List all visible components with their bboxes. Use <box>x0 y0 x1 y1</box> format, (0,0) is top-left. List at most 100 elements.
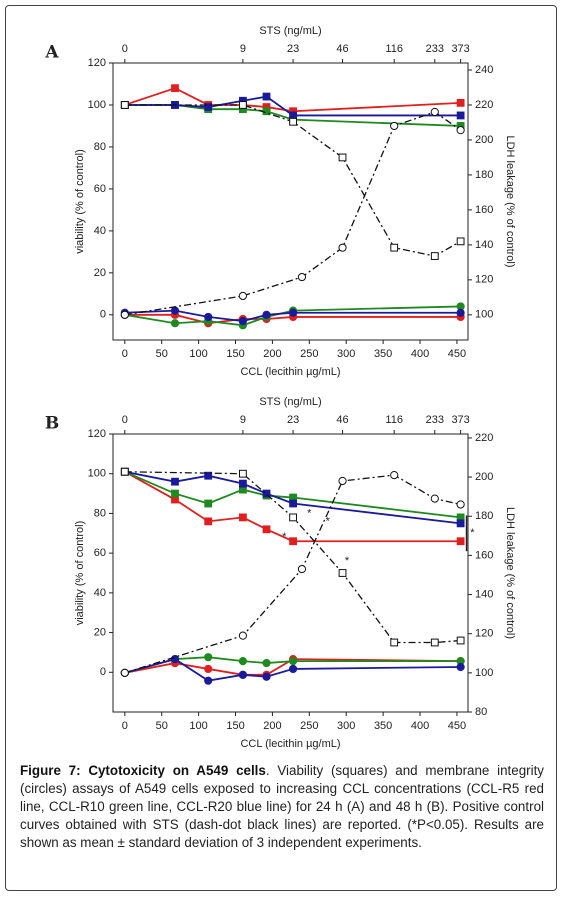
panel-label: A <box>44 43 59 63</box>
y2-tick-label: 160 <box>475 204 493 216</box>
marker <box>120 101 129 109</box>
top-tick-label: 23 <box>287 414 299 426</box>
marker <box>262 489 271 498</box>
marker <box>456 662 465 672</box>
x-axis-title: CCL (lecithin µg/mL) <box>240 366 340 378</box>
x-tick-label: 0 <box>122 720 128 732</box>
marker <box>390 471 399 480</box>
marker <box>289 513 297 522</box>
marker <box>288 664 298 674</box>
marker <box>204 664 213 674</box>
y-tick-label: 100 <box>88 468 106 480</box>
x-tick-label: 200 <box>263 720 281 732</box>
marker <box>238 469 247 478</box>
series-line <box>124 111 461 316</box>
y2-tick-label: 200 <box>475 134 493 146</box>
top-tick-label: 373 <box>451 414 469 426</box>
x-tick-label: 0 <box>122 348 128 360</box>
caption-text: . Viability (squares) and membrane integ… <box>20 763 545 850</box>
marker <box>390 121 399 131</box>
marker <box>456 537 465 546</box>
annotation: * <box>307 507 312 519</box>
x-tick-label: 100 <box>189 720 207 732</box>
y2-tick-label: 120 <box>475 628 493 640</box>
y2-axis-title: LDH leakage (% of control) <box>504 507 516 639</box>
y2-tick-label: 100 <box>475 667 493 679</box>
marker <box>338 476 347 486</box>
marker <box>288 308 298 317</box>
x-axis-title: CCL (lecithin µg/mL) <box>240 738 340 750</box>
x-tick-label: 450 <box>448 720 466 732</box>
top-tick-label: 373 <box>451 43 469 55</box>
x-tick-label: 250 <box>300 720 318 732</box>
marker <box>430 494 439 503</box>
top-tick-label: 233 <box>426 43 444 55</box>
marker <box>120 668 129 677</box>
marker <box>204 499 213 508</box>
marker <box>238 317 247 326</box>
marker <box>262 658 271 668</box>
x-tick-label: 250 <box>300 348 318 360</box>
annotation: * <box>345 555 350 567</box>
y-tick-label: 100 <box>88 99 106 111</box>
top-tick-label: 9 <box>240 414 246 426</box>
y-tick-label: 40 <box>94 225 106 237</box>
top-tick-label: 46 <box>336 43 348 55</box>
marker <box>171 84 179 93</box>
top-tick-label: 9 <box>240 43 246 55</box>
marker <box>456 98 465 107</box>
y-tick-label: 20 <box>94 267 106 279</box>
y-tick-label: 0 <box>100 309 106 321</box>
annotation: * <box>326 515 331 527</box>
marker <box>238 291 247 301</box>
top-axis-title: STS (ng/mL) <box>259 396 321 408</box>
y-tick-label: 60 <box>94 183 106 195</box>
x-tick-label: 300 <box>337 720 355 732</box>
marker <box>204 103 213 111</box>
x-tick-label: 150 <box>226 348 244 360</box>
x-tick-label: 350 <box>374 720 392 732</box>
marker <box>171 477 179 486</box>
y-tick-label: 60 <box>94 547 106 559</box>
x-tick-label: 400 <box>411 348 429 360</box>
marker <box>238 513 247 522</box>
marker <box>456 126 465 135</box>
y2-tick-label: 240 <box>475 64 493 76</box>
y-tick-label: 80 <box>94 141 106 153</box>
top-tick-label: 116 <box>385 43 403 55</box>
marker <box>338 153 347 162</box>
annotation: * <box>282 531 287 543</box>
marker <box>238 670 247 679</box>
top-tick-label: 116 <box>385 414 403 426</box>
y2-tick-label: 100 <box>475 309 493 321</box>
y-tick-label: 40 <box>94 587 106 599</box>
marker <box>289 537 297 546</box>
y2-axis-title: LDH leakage (% of control) <box>504 135 516 267</box>
marker <box>288 656 298 666</box>
y2-tick-label: 180 <box>475 169 493 181</box>
marker <box>338 243 347 252</box>
panel-label: B <box>45 414 59 434</box>
y2-tick-label: 180 <box>475 510 493 522</box>
marker <box>204 517 213 526</box>
y2-tick-label: 140 <box>475 588 493 600</box>
marker <box>456 237 465 246</box>
marker <box>120 467 129 476</box>
y2-tick-label: 220 <box>475 99 493 111</box>
marker <box>262 92 271 101</box>
plot-frame <box>112 433 469 713</box>
marker <box>289 117 297 126</box>
y-axis-title: viability (% of control) <box>74 521 86 626</box>
x-tick-label: 400 <box>411 720 429 732</box>
top-tick-label: 0 <box>122 414 128 426</box>
y-tick-label: 0 <box>100 666 106 678</box>
marker <box>262 310 271 319</box>
marker <box>120 310 129 319</box>
plot-frame <box>112 62 469 341</box>
marker <box>297 272 307 282</box>
marker <box>238 479 247 488</box>
y2-tick-label: 160 <box>475 549 493 561</box>
marker <box>390 243 399 252</box>
marker <box>171 489 179 498</box>
y-tick-label: 80 <box>94 507 106 519</box>
